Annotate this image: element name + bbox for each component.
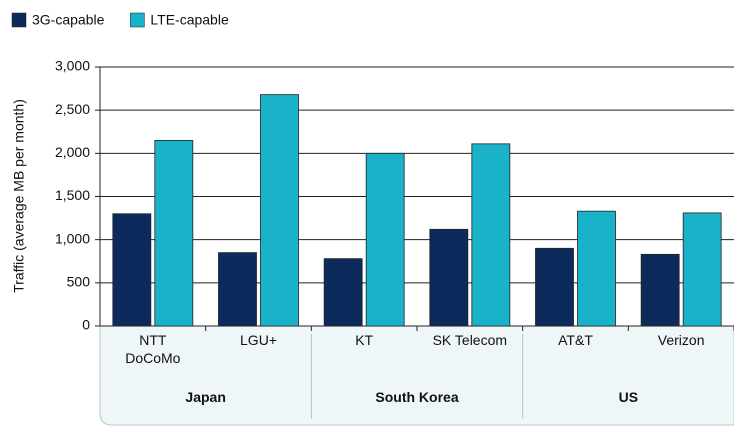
bar [577,210,616,327]
legend-swatch [11,12,27,28]
bar [323,258,363,327]
legend-label: LTE-capable [150,12,229,28]
bar [260,94,299,327]
bar [682,212,722,327]
bar [471,143,511,327]
group-label: Japan [185,389,226,405]
group-label: US [618,389,639,405]
x-tick-label: NTT DoCoMo [125,332,181,366]
y-tick-label: 1,500 [55,187,90,203]
bar [640,253,680,327]
bar [535,247,574,327]
x-tick-label: AT&T [558,332,593,348]
x-tick-label: LGU+ [240,332,277,348]
bar [112,213,152,327]
legend-swatch [130,12,145,28]
y-tick-label: 1,000 [55,230,90,246]
bar [429,228,469,327]
bar [218,252,257,327]
bar [365,152,405,327]
x-tick-label: Verizon [657,332,705,348]
y-tick-label: 3,000 [55,58,90,74]
x-tick-label: SK Telecom [432,332,508,348]
legend-label: 3G-capable [32,12,105,28]
group-panel [99,325,734,426]
y-axis-label: Traffic (average MB per month) [11,99,27,293]
y-tick-label: 500 [67,274,91,290]
group-label: South Korea [375,389,459,405]
bar [154,139,194,327]
x-tick-label: KT [355,332,374,348]
y-tick-label: 2,000 [55,144,90,160]
y-tick-label: 0 [82,317,90,333]
y-tick-label: 2,500 [55,101,90,117]
